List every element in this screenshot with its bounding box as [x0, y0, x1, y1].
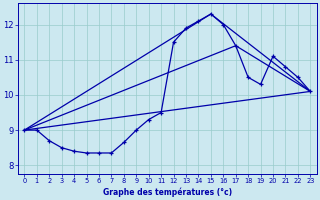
X-axis label: Graphe des températures (°c): Graphe des températures (°c): [103, 187, 232, 197]
